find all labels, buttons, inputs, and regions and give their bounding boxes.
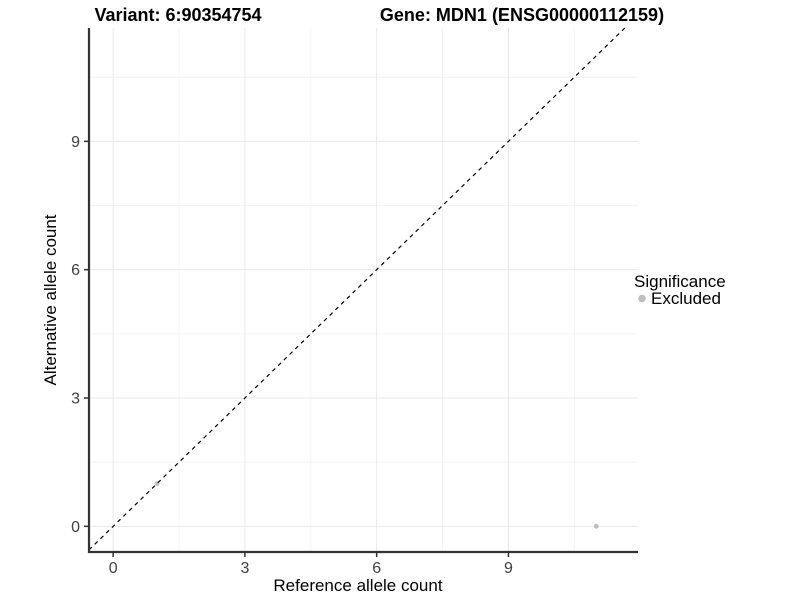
x-tick-labels: 0 3 6 9 — [109, 560, 513, 577]
axis-lines — [87, 28, 638, 554]
x-tick-label: 3 — [240, 560, 249, 577]
x-tick-label: 6 — [372, 560, 381, 577]
y-tick-label: 6 — [71, 262, 80, 279]
plot-panel — [89, 28, 638, 552]
x-tick-label: 0 — [109, 560, 118, 577]
y-tick-label: 0 — [71, 519, 80, 536]
y-tick-label: 9 — [71, 134, 80, 151]
legend-title: Significance — [634, 272, 726, 291]
y-tick-label: 3 — [71, 391, 80, 408]
legend-item-excluded: Excluded — [651, 289, 721, 308]
x-tick-label: 9 — [504, 560, 513, 577]
gridlines-minor — [89, 28, 638, 552]
x-axis-title: Reference allele count — [273, 576, 442, 595]
legend-marker-excluded-icon — [638, 294, 646, 303]
plot-title-gene: Gene: MDN1 (ENSG00000112159) — [380, 5, 664, 25]
tick-marks — [84, 140, 510, 557]
plot-title-variant: Variant: 6:90354754 — [94, 5, 261, 25]
gridlines-major — [89, 28, 638, 552]
y-tick-labels: 0 3 6 9 — [71, 134, 80, 536]
data-point — [593, 523, 599, 529]
legend: Significance Excluded — [634, 272, 726, 308]
y-axis-title: Alternative allele count — [41, 214, 60, 385]
